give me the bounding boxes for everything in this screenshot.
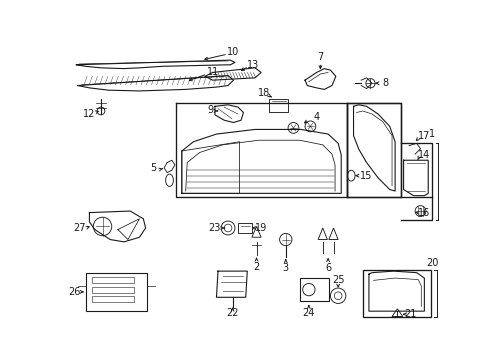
Text: 15: 15: [360, 171, 372, 181]
Bar: [92, 296, 134, 302]
Text: 16: 16: [418, 208, 431, 217]
Text: 1: 1: [429, 129, 435, 139]
Bar: [92, 287, 134, 293]
Text: 14: 14: [418, 150, 431, 160]
Bar: [300, 278, 329, 301]
Bar: [238, 222, 252, 233]
Text: 10: 10: [227, 48, 240, 58]
Text: 6: 6: [325, 263, 331, 273]
Text: 11: 11: [206, 67, 219, 77]
Text: 20: 20: [426, 258, 438, 267]
Bar: [92, 277, 134, 283]
Bar: [269, 99, 288, 112]
Text: 19: 19: [255, 223, 267, 233]
Text: 24: 24: [303, 308, 315, 318]
Text: 21: 21: [404, 309, 416, 319]
Text: 5: 5: [150, 163, 156, 173]
Text: 7: 7: [318, 52, 323, 62]
Bar: [363, 270, 431, 316]
Text: 17: 17: [418, 131, 431, 141]
Text: 27: 27: [73, 223, 86, 233]
Text: 13: 13: [247, 60, 260, 70]
Text: 26: 26: [68, 287, 80, 297]
Text: 25: 25: [332, 275, 344, 285]
Text: 4: 4: [314, 112, 319, 122]
Text: 8: 8: [383, 78, 389, 88]
Text: 22: 22: [226, 308, 239, 318]
Text: 2: 2: [253, 261, 260, 271]
Text: 3: 3: [283, 263, 289, 273]
Text: 23: 23: [209, 223, 221, 233]
Text: 9: 9: [207, 105, 213, 115]
Text: 12: 12: [83, 109, 96, 119]
Text: 18: 18: [258, 88, 270, 98]
Bar: [86, 273, 147, 311]
